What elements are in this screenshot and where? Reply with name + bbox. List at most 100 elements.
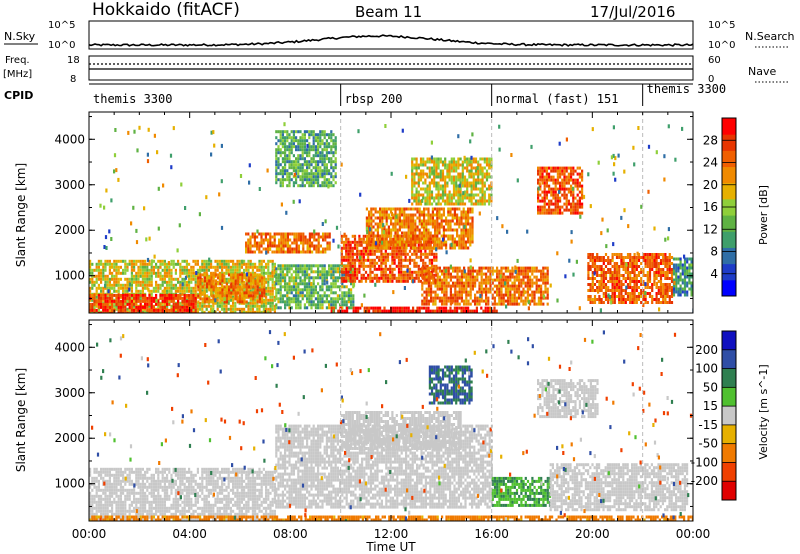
heat-cell: [232, 304, 235, 308]
heat-cell: [488, 196, 491, 200]
heat-cell: [450, 193, 453, 197]
heat-cell: [168, 308, 171, 312]
heat-cell: [581, 205, 584, 209]
heat-cell: [271, 292, 274, 296]
heat-cell: [453, 216, 456, 220]
heat-cell: [330, 309, 333, 313]
heat-cell: [578, 199, 581, 203]
heat-cell: [161, 280, 164, 284]
cpid-label: CPID: [4, 89, 33, 102]
heat-cell: [559, 199, 562, 203]
heat-cell: [345, 291, 348, 295]
heat-cell: [281, 270, 284, 274]
heat-cell: [604, 286, 608, 289]
heat-cell: [550, 169, 553, 173]
heat-cell: [412, 234, 415, 238]
heat-cell: [370, 240, 373, 244]
heat-cell: [313, 235, 316, 239]
heat-cell: [352, 309, 355, 313]
heat-cell: [481, 196, 484, 200]
heat-cell: [332, 306, 335, 310]
heat-cell: [483, 190, 486, 194]
heat-cell: [144, 302, 147, 306]
heat-cell: [384, 261, 387, 265]
heat-cell: [422, 264, 425, 268]
heat-cell: [397, 279, 401, 283]
heat-cell: [185, 286, 188, 290]
heat-cell: [563, 166, 566, 170]
heat-cell: [457, 157, 460, 161]
heat-cell: [502, 302, 505, 306]
heat-cell: [261, 282, 264, 286]
heat-cell: [485, 169, 489, 173]
heat-cell: [113, 274, 116, 278]
heat-cell: [478, 269, 481, 273]
heat-cell: [379, 219, 382, 223]
heat-cell: [319, 288, 322, 292]
heat-cell: [539, 211, 542, 215]
heat-cell: [444, 202, 447, 206]
heat-cell: [453, 240, 456, 244]
heat-cell: [496, 269, 499, 273]
heat-cell: [384, 255, 387, 259]
heat-cell: [474, 299, 477, 303]
heat-cell: [570, 172, 573, 176]
heat-cell: [460, 269, 463, 273]
heat-cell: [113, 283, 116, 287]
heat-cell: [221, 301, 224, 305]
heat-cell: [489, 287, 492, 291]
heat-cell: [273, 238, 276, 242]
heat-cell: [261, 288, 264, 292]
heat-cell: [261, 297, 264, 301]
heat-cell: [351, 279, 354, 283]
heat-cell: [130, 299, 133, 303]
heat-cell: [97, 277, 100, 281]
heat-cell: [280, 250, 283, 254]
heat-cell: [464, 216, 467, 220]
heat-cell: [159, 296, 162, 300]
heat-cell: [405, 231, 408, 235]
heat-cell: [405, 240, 408, 244]
heat-cell: [504, 269, 507, 273]
heat-cell: [531, 278, 534, 282]
heat-cell: [443, 287, 446, 291]
heat-cell: [445, 222, 448, 226]
heat-cell: [141, 286, 144, 290]
heat-cell: [456, 222, 459, 226]
heat-cell: [181, 268, 184, 272]
heat-cell: [511, 296, 514, 300]
heat-cell: [480, 299, 483, 303]
heat-cell: [428, 169, 431, 173]
heat-cell: [385, 309, 388, 313]
heat-cell: [498, 281, 501, 285]
heat-cell: [236, 307, 239, 311]
heat-cell: [552, 181, 555, 185]
heat-cell: [415, 261, 418, 265]
heat-cell: [543, 190, 546, 194]
heat-cell: [467, 222, 470, 226]
heat-cell: [485, 160, 489, 164]
heat-cell: [113, 289, 116, 293]
heat-cell: [480, 281, 483, 285]
heat-cell: [413, 199, 416, 203]
heat-cell: [460, 293, 463, 297]
heat-cell: [458, 306, 461, 310]
noise-left-label: N.Sky: [4, 30, 36, 43]
heat-cell: [345, 273, 348, 277]
heat-cell: [342, 258, 346, 262]
heat-cell: [509, 275, 512, 279]
heat-cell: [253, 232, 256, 236]
heat-cell: [511, 266, 514, 270]
heat-cell: [279, 273, 282, 277]
heat-cell: [542, 269, 545, 273]
heat-cell: [199, 297, 202, 301]
heat-cell: [472, 166, 475, 170]
heat-cell: [463, 196, 467, 200]
heat-cell: [596, 271, 599, 274]
heat-cell: [423, 225, 426, 229]
heat-cell: [306, 288, 309, 292]
heat-cell: [540, 290, 543, 294]
heat-cell: [537, 196, 540, 200]
heat-cell: [148, 308, 151, 312]
heat-cell: [565, 202, 568, 206]
